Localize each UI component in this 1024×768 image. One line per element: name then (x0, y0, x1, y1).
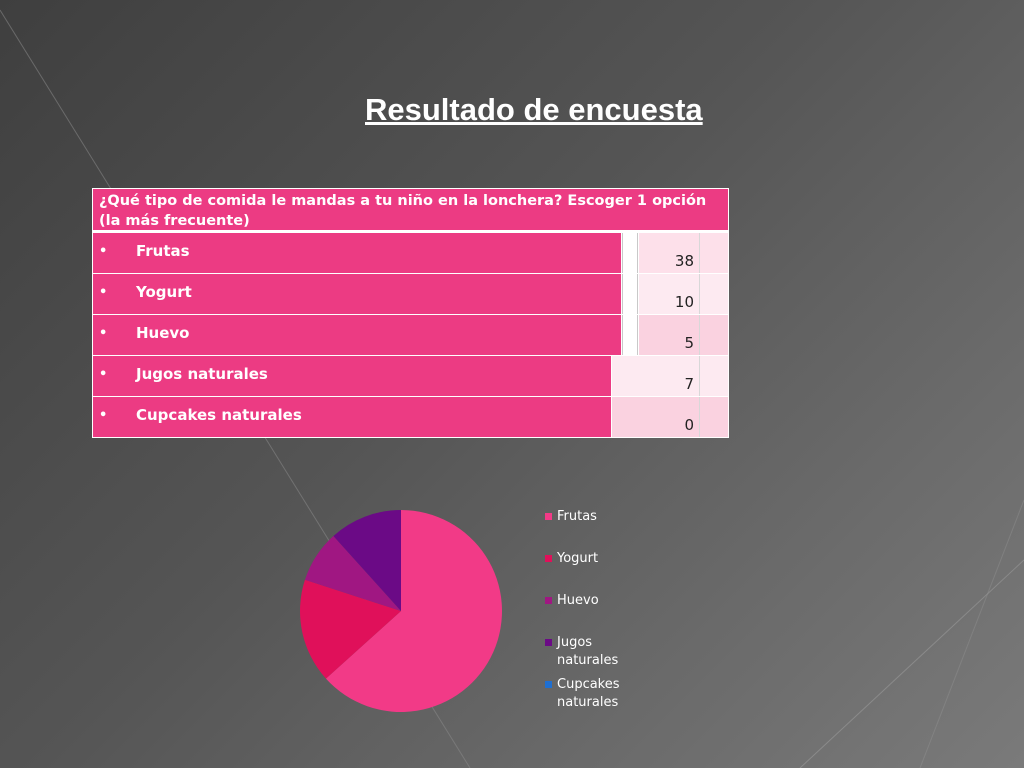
table-cell (699, 233, 728, 273)
pie-slice-jugos-naturales (333, 510, 401, 611)
legend-label: Huevo (557, 593, 599, 608)
pie-slice-yogurt (299, 579, 401, 679)
row-label-cell: • Frutas (93, 233, 621, 273)
table-cell (699, 315, 728, 355)
table-row: • Frutas 38 (93, 233, 728, 273)
bullet-icon: • (99, 326, 108, 341)
row-label-cell: • Yogurt (93, 274, 621, 314)
row-label: Cupcakes naturales (136, 406, 302, 424)
bullet-icon: • (99, 244, 108, 259)
row-value: 38 (639, 233, 699, 273)
legend-swatch (545, 597, 552, 604)
table-cell (699, 397, 728, 437)
table-row: • Yogurt 10 (93, 274, 728, 314)
pie-slice-huevo (304, 535, 401, 611)
legend-label: Yogurt (557, 551, 599, 566)
table-row: • Jugos naturales 7 (93, 356, 728, 396)
bullet-icon: • (99, 408, 108, 423)
table-cell (622, 233, 638, 273)
pie-slice-frutas (325, 510, 502, 712)
row-label: Jugos naturales (136, 365, 268, 383)
row-value: 7 (612, 356, 699, 396)
legend-swatch (545, 555, 552, 562)
row-label: Yogurt (136, 283, 192, 301)
row-label-cell: • Jugos naturales (93, 356, 611, 396)
legend-label: Jugos naturales (557, 635, 619, 668)
row-label-cell: • Huevo (93, 315, 621, 355)
table-cell (622, 274, 638, 314)
legend-swatch (545, 513, 552, 520)
table-row: • Huevo 5 (93, 315, 728, 355)
table-cell (699, 274, 728, 314)
survey-table: ¿Qué tipo de comida le mandas a tu niño … (92, 188, 729, 438)
bullet-icon: • (99, 367, 108, 382)
table-row: • Cupcakes naturales 0 (93, 397, 728, 437)
row-value: 10 (639, 274, 699, 314)
row-value: 5 (639, 315, 699, 355)
legend-swatch (545, 681, 552, 688)
legend-swatch (545, 639, 552, 646)
table-question: ¿Qué tipo de comida le mandas a tu niño … (93, 189, 728, 230)
row-value: 0 (612, 397, 699, 437)
bullet-icon: • (99, 285, 108, 300)
row-label: Huevo (136, 324, 190, 342)
page-title: Resultado de encuesta (365, 92, 703, 127)
legend-label: Cupcakes naturales (557, 677, 620, 710)
table-cell (622, 315, 638, 355)
row-label-cell: • Cupcakes naturales (93, 397, 611, 437)
row-label: Frutas (136, 242, 190, 260)
table-cell (699, 356, 728, 396)
legend-label: Frutas (557, 509, 597, 524)
